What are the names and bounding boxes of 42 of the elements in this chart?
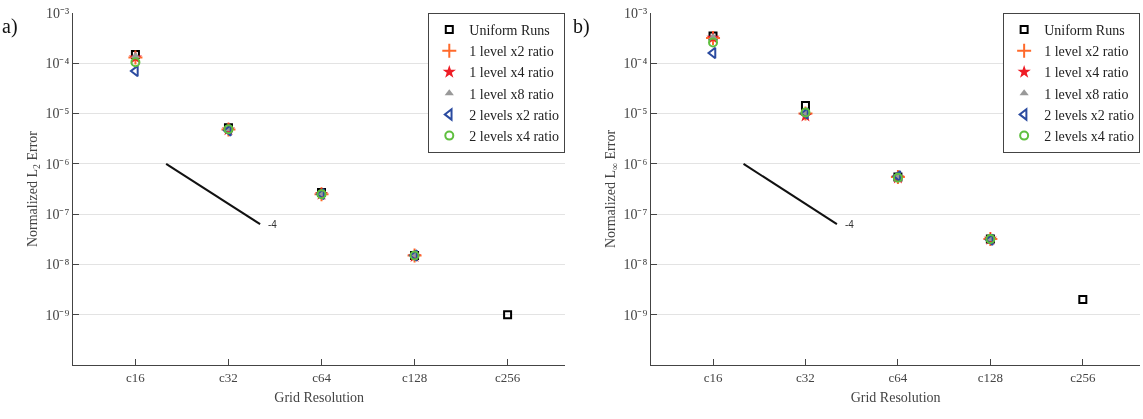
y-tick-label: 10⁻⁶ xyxy=(623,156,648,172)
y-tick-label: 10⁻⁹ xyxy=(623,307,648,323)
annotation: -4 xyxy=(845,219,855,230)
x-tick-label: c16 xyxy=(126,369,146,385)
legend-label: 1 level x8 ratio xyxy=(1044,86,1129,102)
x-axis-title: Grid Resolution xyxy=(850,389,941,405)
y-tick-label: 10⁻⁴ xyxy=(623,56,648,72)
y-tick-label: 10⁻⁷ xyxy=(623,207,648,223)
legend-label: 2 levels x4 ratio xyxy=(469,129,560,145)
x-tick-label: c16 xyxy=(703,369,723,385)
legend-label: 2 levels x2 ratio xyxy=(469,107,560,123)
x-tick-label: c32 xyxy=(219,369,238,385)
legend-label: Uniform Runs xyxy=(469,23,550,39)
y-tick-label: 10⁻⁹ xyxy=(45,307,70,323)
legend-label: 2 levels x4 ratio xyxy=(1044,129,1134,145)
legend-label: Uniform Runs xyxy=(1044,23,1125,39)
y-tick-label: 10⁻⁸ xyxy=(45,257,70,273)
x-tick-label: c64 xyxy=(312,369,332,385)
x-tick-label: c64 xyxy=(888,369,908,385)
legend-label: 1 level x2 ratio xyxy=(1044,44,1129,60)
x-tick-label: c128 xyxy=(977,369,1004,385)
x-tick-label: c256 xyxy=(494,369,521,385)
annotation: -4 xyxy=(268,219,278,230)
chart-title: a) xyxy=(2,15,18,38)
legend-label: 1 level x4 ratio xyxy=(469,65,554,81)
legend-label: 1 level x4 ratio xyxy=(1044,65,1129,81)
y-tick-label: 10⁻⁷ xyxy=(45,207,70,223)
y-tick-label: 10⁻⁵ xyxy=(623,106,648,122)
legend-label: 1 level x2 ratio xyxy=(469,44,554,60)
y-tick-label: 10⁻⁴ xyxy=(45,56,70,72)
x-axis-title: Grid Resolution xyxy=(274,389,365,405)
y-tick-label: 10⁻⁵ xyxy=(45,106,70,122)
y-tick-label: 10⁻⁶ xyxy=(45,156,70,172)
y-tick-label: 10⁻³ xyxy=(46,5,70,21)
x-tick-label: c128 xyxy=(401,369,428,385)
x-tick-label: c256 xyxy=(1070,369,1096,385)
legend-label: 1 level x8 ratio xyxy=(469,86,554,102)
y-tick-label: 10⁻⁸ xyxy=(623,257,648,273)
legend-label: 2 levels x2 ratio xyxy=(1044,107,1134,123)
chart-title: b) xyxy=(573,15,590,38)
x-tick-label: c32 xyxy=(796,369,815,385)
y-tick-label: 10⁻³ xyxy=(624,5,648,21)
